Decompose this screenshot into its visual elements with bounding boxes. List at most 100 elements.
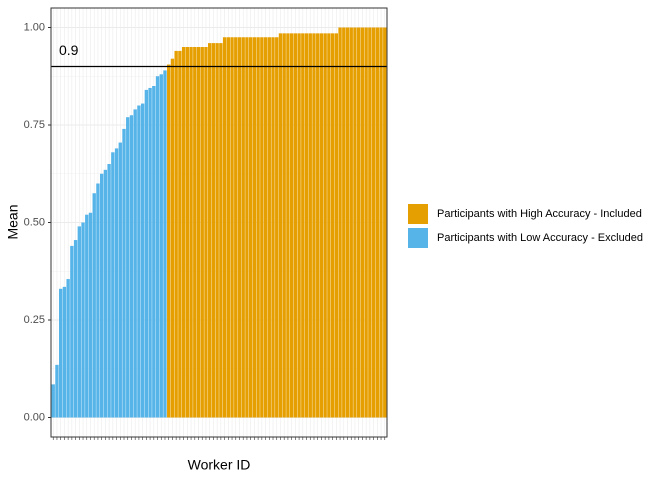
legend-label: Participants with High Accuracy - Includ… — [437, 208, 642, 220]
bar — [163, 70, 167, 418]
bar — [103, 169, 108, 418]
bar — [353, 27, 357, 418]
bar — [330, 33, 335, 418]
bar — [81, 222, 85, 418]
bar — [140, 103, 145, 418]
bar — [211, 43, 216, 418]
reference-label: 0.9 — [59, 42, 79, 58]
bar — [200, 47, 204, 418]
bar — [308, 33, 312, 418]
bar — [304, 33, 309, 418]
bar — [312, 33, 316, 418]
bar — [88, 212, 93, 418]
bar — [92, 193, 96, 418]
bar — [245, 37, 249, 418]
y-tick-label: 1.00 — [24, 21, 45, 33]
bar — [345, 27, 350, 418]
bar — [256, 37, 260, 418]
bar — [174, 50, 178, 418]
bar — [62, 286, 67, 418]
bar — [319, 33, 324, 418]
bar — [73, 240, 78, 418]
bar — [167, 64, 171, 418]
bar — [323, 33, 327, 418]
bar — [360, 27, 365, 418]
bar — [137, 105, 141, 418]
bar — [148, 87, 152, 418]
bar — [289, 33, 294, 418]
bar — [185, 47, 190, 418]
bar — [219, 43, 223, 418]
bar — [196, 47, 201, 418]
bar — [379, 27, 383, 418]
bar — [234, 37, 238, 418]
bar — [215, 43, 219, 418]
bar — [181, 47, 186, 418]
bar — [66, 279, 70, 418]
bar — [248, 37, 253, 418]
bar — [368, 27, 372, 418]
y-axis-label: Mean — [5, 204, 21, 239]
bar — [286, 33, 290, 418]
bar — [364, 27, 368, 418]
y-tick-label: 0.50 — [24, 216, 45, 228]
bar — [107, 164, 111, 418]
bar — [59, 288, 63, 418]
bar — [85, 214, 89, 418]
bar — [301, 33, 305, 418]
bar — [260, 37, 264, 418]
bar — [357, 27, 361, 418]
bar — [96, 183, 100, 418]
bar — [375, 27, 379, 418]
bar — [126, 117, 130, 418]
bar — [293, 33, 298, 418]
legend-swatch — [408, 228, 428, 248]
bar — [77, 226, 81, 418]
bar — [316, 33, 320, 418]
bar — [383, 27, 387, 418]
bar — [118, 142, 122, 418]
bar — [70, 245, 74, 418]
y-tick-label: 0.25 — [24, 314, 45, 326]
bar — [111, 152, 115, 418]
bar — [371, 27, 376, 418]
legend-label: Participants with Low Accuracy - Exclude… — [437, 232, 643, 244]
bar — [204, 47, 208, 418]
panel-border — [50, 7, 388, 438]
bar — [263, 37, 268, 418]
bar — [282, 33, 286, 418]
bar — [208, 43, 212, 418]
bar — [159, 74, 163, 418]
bar — [129, 115, 134, 418]
y-tick-label: 0.00 — [24, 411, 45, 423]
bar — [55, 364, 59, 418]
bar — [237, 37, 242, 418]
bar — [275, 37, 279, 418]
x-axis-label: Worker ID — [188, 457, 251, 473]
bar — [278, 33, 283, 418]
bar — [144, 89, 149, 418]
bar — [170, 58, 175, 418]
bar — [252, 37, 257, 418]
bar — [230, 37, 234, 418]
bar — [222, 37, 227, 418]
bar — [114, 148, 119, 418]
bar — [342, 27, 346, 418]
bar — [193, 47, 197, 418]
bar — [152, 86, 156, 418]
bar — [226, 37, 230, 418]
bar — [241, 37, 245, 418]
y-tick-label: 0.75 — [24, 119, 45, 131]
bar — [338, 27, 342, 418]
bar — [189, 47, 193, 418]
bar — [297, 33, 301, 418]
bar — [122, 128, 126, 418]
bar — [334, 33, 339, 418]
bar — [271, 37, 275, 418]
bar — [349, 27, 353, 418]
bar — [267, 37, 271, 418]
bar — [51, 384, 55, 418]
bar — [133, 109, 137, 418]
bar — [99, 173, 104, 418]
